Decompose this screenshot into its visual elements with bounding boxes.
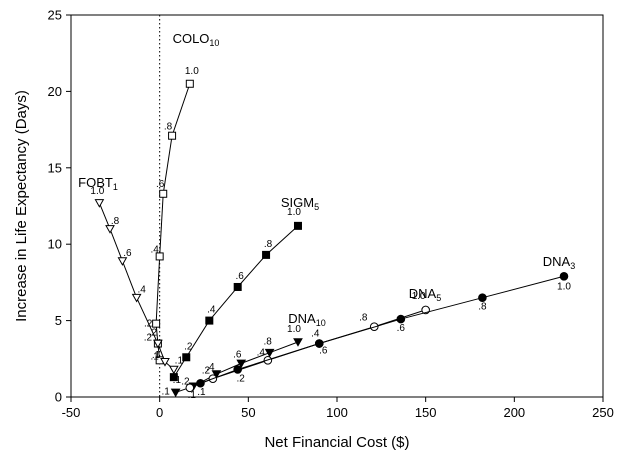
data-point xyxy=(152,319,161,328)
data-label: .4 xyxy=(207,305,216,316)
data-label: .2 xyxy=(149,328,158,339)
y-tick-label: 20 xyxy=(48,84,62,99)
data-label: .2 xyxy=(144,333,153,344)
data-point xyxy=(293,338,303,347)
data-label: .4 xyxy=(257,347,266,358)
x-axis-title: Net Financial Cost ($) xyxy=(264,434,409,451)
data-point xyxy=(185,79,194,88)
y-tick-label: 15 xyxy=(48,160,62,175)
plot-area: -50 0 50 100 150 200 2500510152025.1.2.2.4.6.8… xyxy=(48,8,614,421)
data-label: .2 xyxy=(237,373,246,384)
data-point xyxy=(182,353,191,362)
data-label: .4 xyxy=(206,362,215,373)
x-tick-label: -50 xyxy=(62,405,81,420)
series-label-fobt1: FOBT1 xyxy=(78,175,118,192)
x-tick-label: 150 xyxy=(415,405,437,420)
data-point xyxy=(169,373,178,382)
data-label: .2 xyxy=(202,366,211,377)
series-label-colo10: COLO10 xyxy=(173,31,220,48)
series-label-dna5: DNA5 xyxy=(409,286,441,303)
data-point xyxy=(117,257,128,266)
data-point xyxy=(559,271,569,281)
data-point xyxy=(478,293,487,302)
data-point xyxy=(94,199,105,208)
data-label: .4 xyxy=(137,285,146,296)
data-point xyxy=(233,365,242,374)
data-label: 1.0 xyxy=(287,207,301,218)
data-point xyxy=(131,293,142,303)
data-point xyxy=(159,189,168,198)
y-tick-label: 0 xyxy=(55,390,62,405)
y-tick-label: 25 xyxy=(48,8,62,23)
data-label: .8 xyxy=(478,302,487,313)
series-line xyxy=(200,275,565,384)
data-label: 1.0 xyxy=(412,291,426,302)
data-label: .6 xyxy=(397,323,406,334)
data-label: .6 xyxy=(236,271,245,282)
data-label: .2 xyxy=(144,319,153,330)
y-tick-label: 5 xyxy=(55,313,62,328)
data-label: .2 xyxy=(181,376,190,387)
series-label-dna10: DNA10 xyxy=(288,311,325,328)
data-label: 1.0 xyxy=(557,281,571,292)
data-label: .8 xyxy=(263,337,272,348)
data-label: .2 xyxy=(184,341,193,352)
y-tick-label: 10 xyxy=(48,237,62,252)
data-label: .1 xyxy=(175,355,184,366)
data-label: .4 xyxy=(150,244,159,255)
data-label: 1.0 xyxy=(185,66,199,77)
data-label: .1 xyxy=(188,390,197,401)
data-label: 1.0 xyxy=(90,186,104,197)
series-label-dna3: DNA3 xyxy=(543,254,575,271)
x-tick-label: 50 xyxy=(241,405,255,420)
data-label: .1 xyxy=(161,386,170,397)
data-point xyxy=(205,316,214,325)
data-point xyxy=(314,339,324,348)
series-label-sigm5: SIGM5 xyxy=(281,195,319,212)
x-tick-label: 100 xyxy=(326,405,348,420)
data-point xyxy=(236,359,247,369)
x-tick-label: 200 xyxy=(503,405,525,420)
data-label: .8 xyxy=(111,216,120,227)
data-point xyxy=(262,250,271,259)
data-point xyxy=(211,370,222,379)
data-point xyxy=(105,225,115,234)
data-label: .6 xyxy=(233,349,242,360)
x-tick-label: 250 xyxy=(592,405,614,420)
data-label: .1 xyxy=(152,350,161,361)
data-label: .8 xyxy=(264,239,273,250)
data-point xyxy=(196,378,205,388)
data-point xyxy=(168,131,177,140)
data-label: .1 xyxy=(197,387,206,398)
data-label: .4 xyxy=(311,329,320,340)
data-label: .6 xyxy=(319,346,328,357)
data-point xyxy=(185,383,195,393)
data-label: .8 xyxy=(359,313,368,324)
data-point xyxy=(233,282,242,291)
series-line xyxy=(155,83,191,361)
data-point xyxy=(396,314,406,324)
data-label: .1 xyxy=(173,375,182,386)
data-label: .6 xyxy=(123,248,132,259)
data-label: .6 xyxy=(156,179,165,190)
data-point xyxy=(168,365,179,375)
data-label: .8 xyxy=(164,122,173,133)
data-point xyxy=(264,348,275,358)
data-point xyxy=(160,358,170,367)
data-point xyxy=(153,339,163,349)
data-point xyxy=(293,221,302,230)
y-axis-title: Increase in Life Expectancy (Days) xyxy=(13,90,30,322)
data-point xyxy=(155,252,164,261)
x-tick-label: 0 xyxy=(156,405,163,420)
data-label: .1 xyxy=(150,351,159,362)
data-point xyxy=(170,388,181,398)
data-label: 1.0 xyxy=(287,324,301,335)
